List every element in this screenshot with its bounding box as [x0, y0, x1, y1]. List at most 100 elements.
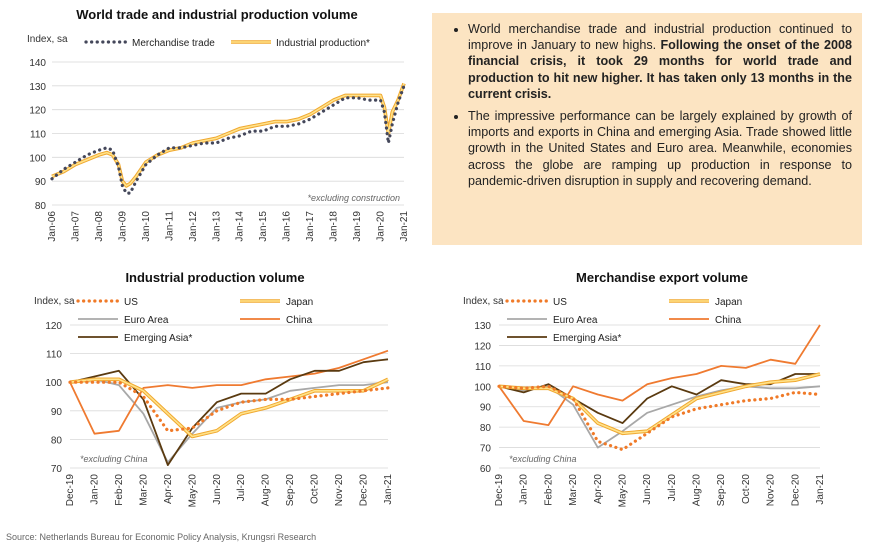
legend-label: China [286, 315, 313, 326]
x-tick-label: Jan-17 [305, 211, 316, 242]
bullet-1-bold: Following the onset of the 2008 financia… [468, 38, 852, 101]
legend-label: US [553, 297, 567, 308]
x-tick-label: Jan-10 [141, 211, 152, 242]
x-tick-label: Jan-11 [164, 211, 175, 241]
world-trade-chart: World trade and industrial production vo… [0, 0, 430, 262]
series-us [497, 384, 822, 452]
y-tick-label: 90 [35, 177, 47, 188]
y-tick-label: 110 [30, 130, 46, 141]
y-tick-label: 90 [51, 407, 63, 418]
x-tick-label: Nov-20 [334, 474, 345, 507]
series-japan [498, 372, 821, 436]
series-merchandise-trade [50, 84, 406, 195]
legend-label: Emerging Asia* [124, 333, 192, 344]
chart-note: *excluding China [80, 454, 148, 464]
x-tick-label: Dec-19 [494, 474, 505, 507]
series-emerging-asia [69, 358, 389, 466]
series-euro-area [69, 378, 389, 464]
y-tick-label: 100 [474, 382, 491, 393]
x-tick-label: Jan-06 [47, 211, 58, 242]
y-axis-label: Index, sa [27, 34, 68, 45]
x-tick-label: Jun-20 [642, 474, 653, 505]
x-tick-label: Jan-20 [519, 474, 530, 505]
x-tick-label: Jan-21 [383, 474, 394, 505]
series-industrial-production [51, 82, 406, 188]
x-tick-label: Nov-20 [766, 474, 777, 507]
y-tick-label: 90 [480, 403, 492, 414]
legend-label: US [124, 297, 138, 308]
x-tick-label: Aug-20 [261, 474, 272, 507]
chart-title: Merchandise export volume [576, 270, 748, 285]
merchandise-export-svg: Merchandise export volume Index, sa 60 70 80… [463, 270, 826, 508]
series-japan-edge [69, 377, 389, 439]
y-tick-label: 120 [474, 341, 491, 352]
x-tick-label: Apr-20 [163, 474, 174, 504]
legend-label: Industrial production* [276, 38, 370, 49]
y-tick-label: 110 [475, 362, 491, 373]
x-tick-label: Feb-20 [114, 474, 125, 506]
x-tick-label: Jan-15 [258, 211, 269, 242]
y-tick-label: 80 [480, 423, 492, 434]
x-tick-label: Mar-20 [568, 474, 579, 506]
x-tick-label: Jan-18 [329, 211, 340, 242]
legend-label: Japan [715, 297, 742, 308]
series-euro-area [498, 385, 821, 449]
legend-label: Japan [286, 297, 313, 308]
x-tick-label: Jan-13 [211, 211, 222, 242]
x-tick-label: Apr-20 [593, 474, 604, 504]
y-tick-label: 110 [46, 350, 62, 361]
x-tick-label: Oct-20 [741, 474, 752, 504]
x-tick-label: Jan-20 [89, 474, 100, 505]
y-tick-label: 80 [35, 201, 47, 212]
x-tick-label: Dec-20 [359, 474, 370, 507]
industrial-production-svg: Industrial production volume Index, sa 70 8… [34, 270, 394, 507]
x-tick-label: Jan-08 [94, 211, 105, 242]
commentary-list: World merchandise trade and industrial p… [442, 21, 852, 189]
y-tick-label: 60 [480, 464, 492, 475]
x-tick-label: Jan-09 [117, 211, 128, 242]
commentary-bullet-2: The impressive performance can be largel… [468, 108, 852, 189]
x-tick-label: Sep-20 [716, 474, 727, 507]
x-tick-label: Jul-20 [667, 474, 678, 502]
industrial-production-chart: Industrial production volume Index, sa 70 8… [0, 264, 430, 529]
y-tick-label: 100 [45, 378, 62, 389]
bullet-2-plain: The impressive performance can be largel… [468, 109, 852, 188]
x-tick-label: Jan-21 [815, 474, 826, 505]
y-tick-label: 120 [29, 106, 46, 117]
source-note: Source: Netherlands Bureau for Economic … [6, 532, 317, 542]
y-axis-label: Index, sa [34, 296, 75, 307]
x-tick-label: Jan-16 [282, 211, 293, 242]
series-industrial-production-core [51, 83, 405, 187]
series-industrial-production-edge [51, 82, 406, 188]
x-tick-label: Sep-20 [285, 474, 296, 507]
legend-label: China [715, 315, 742, 326]
legend-label: Emerging Asia* [553, 333, 621, 344]
x-tick-label: Dec-20 [790, 474, 801, 507]
legend-label: Euro Area [124, 315, 169, 326]
y-tick-label: 70 [51, 464, 63, 475]
x-tick-label: Aug-20 [692, 474, 703, 507]
series-japan-core [498, 373, 821, 435]
x-tick-label: Mar-20 [138, 474, 149, 506]
x-tick-label: Jul-20 [236, 474, 247, 502]
x-tick-label: Jan-12 [188, 211, 199, 242]
y-tick-label: 100 [29, 153, 46, 164]
y-tick-label: 130 [29, 82, 46, 93]
x-tick-label: Dec-19 [65, 474, 76, 507]
y-tick-label: 120 [45, 321, 62, 332]
y-tick-label: 80 [51, 435, 63, 446]
y-axis-label: Index, sa [463, 296, 504, 307]
commentary-panel: World merchandise trade and industrial p… [432, 13, 862, 245]
merchandise-export-chart: Merchandise export volume Index, sa 60 70 80… [437, 264, 870, 529]
chart-note: *excluding construction [307, 193, 400, 203]
x-tick-label: May-20 [617, 474, 628, 508]
x-tick-label: Jan-21 [399, 211, 410, 242]
world-trade-svg: World trade and industrial production vo… [27, 7, 410, 242]
bullet-1-plain: World merchandise trade and industrial p… [468, 22, 852, 53]
y-tick-label: 70 [480, 444, 492, 455]
x-tick-label: Oct-20 [310, 474, 321, 504]
commentary-bullet-1: World merchandise trade and industrial p… [468, 21, 852, 102]
chart-title: World trade and industrial production vo… [76, 7, 357, 22]
x-tick-label: Feb-20 [543, 474, 554, 506]
x-tick-label: Jan-19 [352, 211, 363, 242]
